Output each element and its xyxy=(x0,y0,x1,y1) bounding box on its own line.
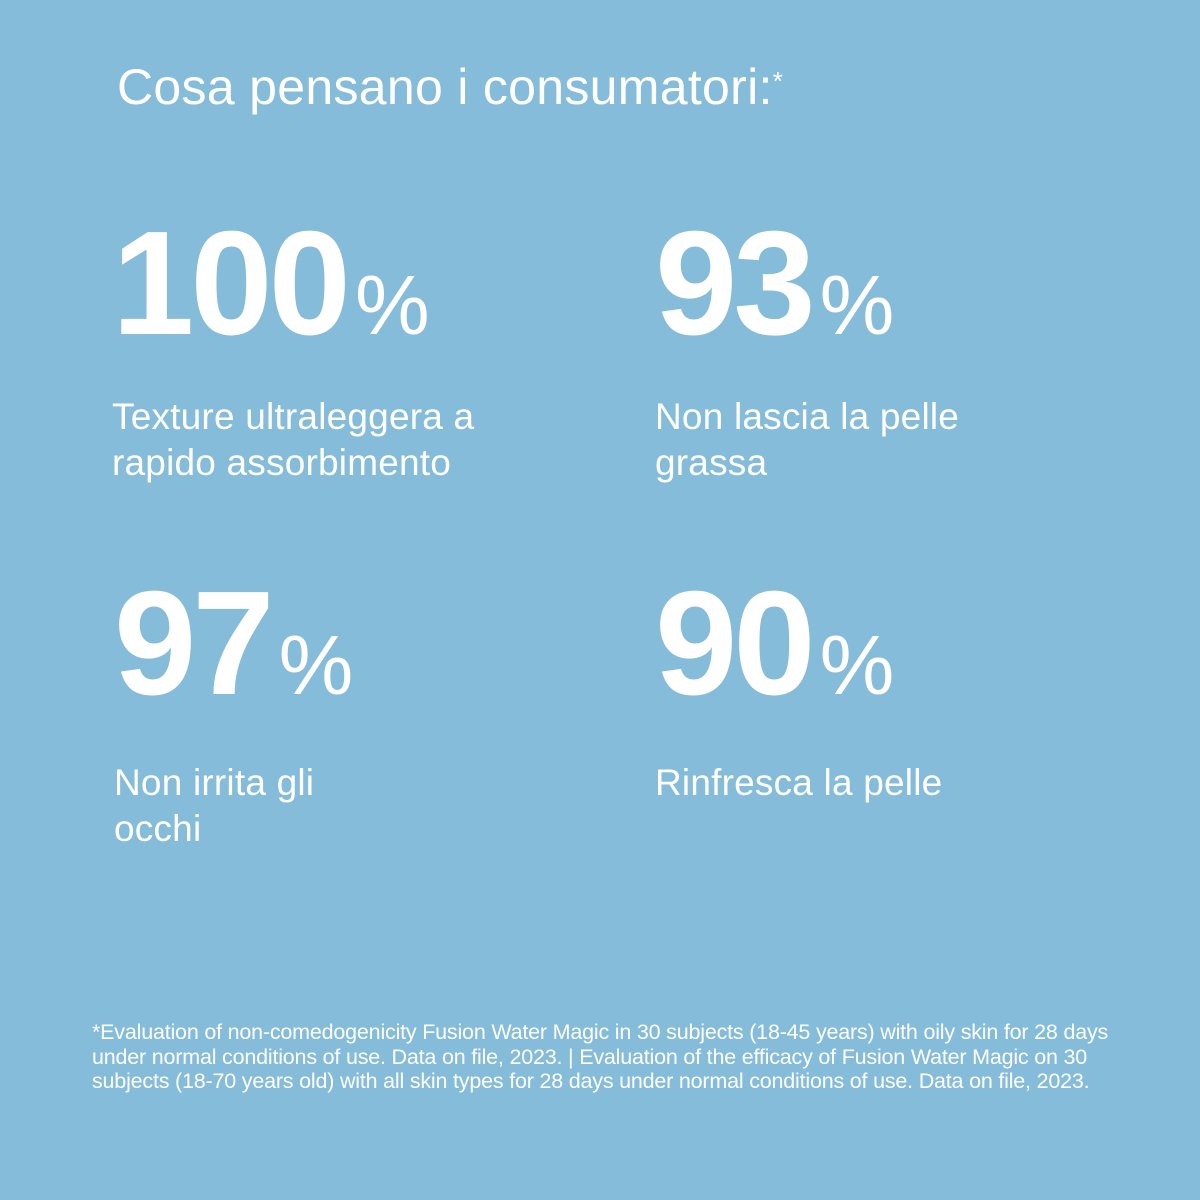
footnote: *Evaluation of non-comedogenicity Fusion… xyxy=(92,1020,1109,1093)
percent-sign: % xyxy=(278,618,354,712)
page-title: Cosa pensano i consumatori:* xyxy=(117,58,783,116)
stat-label: Non lascia la pelle grassa xyxy=(655,396,960,483)
stat-texture: 100% Texture ultraleggera a rapido assor… xyxy=(112,210,582,486)
stat-number: 93 xyxy=(655,201,816,366)
stat-value: 97% xyxy=(114,570,584,718)
stat-number: 90 xyxy=(655,561,816,726)
stat-refresh: 90% Rinfresca la pelle xyxy=(655,570,1125,806)
title-text: Cosa pensano i consumatori: xyxy=(117,59,773,115)
stat-value: 90% xyxy=(655,570,1125,718)
stat-non-greasy: 93% Non lascia la pelle grassa xyxy=(655,210,1125,486)
stat-label: Non irrita gli occhi xyxy=(114,762,315,849)
stat-label: Texture ultraleggera a rapido assorbimen… xyxy=(112,396,475,483)
stat-label: Rinfresca la pelle xyxy=(655,762,943,803)
percent-sign: % xyxy=(819,618,895,712)
percent-sign: % xyxy=(354,258,430,352)
stat-number: 100 xyxy=(112,201,351,366)
percent-sign: % xyxy=(819,258,895,352)
title-asterisk: * xyxy=(772,66,784,96)
stat-eyes: 97% Non irrita gli occhi xyxy=(114,570,584,852)
stat-value: 100% xyxy=(112,210,582,358)
stat-number: 97 xyxy=(114,561,275,726)
stat-value: 93% xyxy=(655,210,1125,358)
